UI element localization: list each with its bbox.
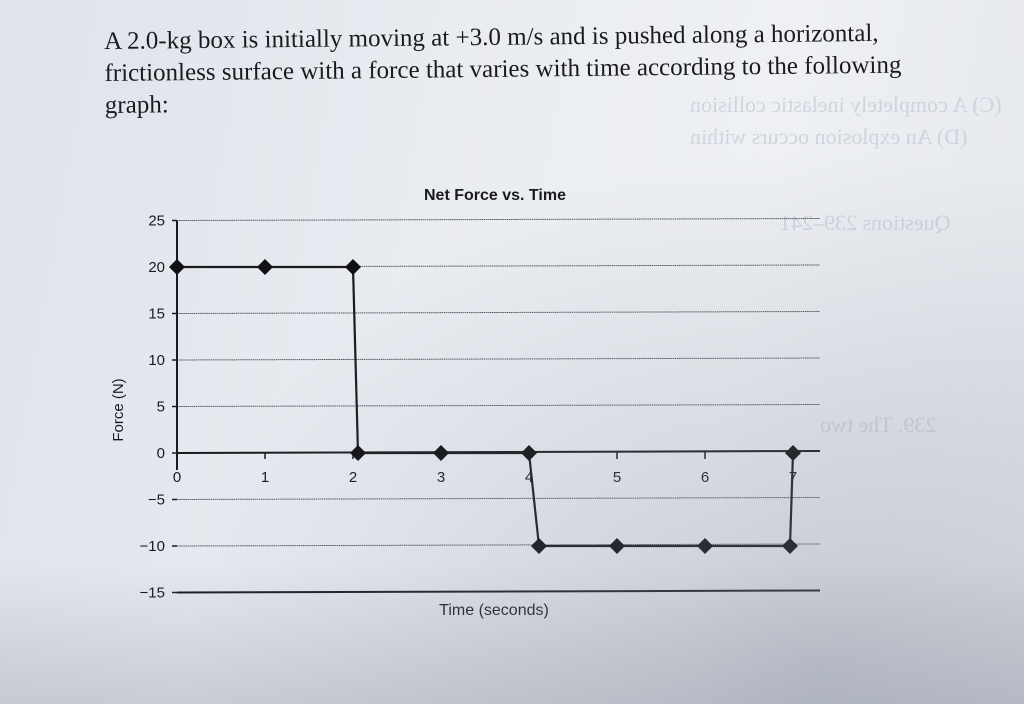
chart-title: Net Force vs. Time — [424, 187, 566, 204]
y-axis-label: Force (N) — [110, 378, 127, 441]
y-tick-label: 0 — [157, 445, 165, 462]
x-tick-label: 4 — [525, 469, 533, 486]
y-tick-label: −10 — [140, 538, 165, 555]
diamond-marker — [697, 538, 713, 554]
x-tick-label: 3 — [437, 469, 445, 486]
gridline — [176, 589, 821, 594]
x-tick-label: 0 — [173, 469, 181, 486]
force-series-line — [177, 265, 795, 548]
diamond-marker — [350, 445, 366, 461]
diamond-marker — [609, 538, 625, 554]
diamond-marker — [257, 259, 273, 275]
gridline — [176, 357, 821, 361]
gridline — [176, 543, 821, 547]
x-tick-label: 1 — [261, 469, 269, 486]
gridline — [176, 404, 821, 407]
gridline — [176, 218, 821, 221]
x-tick-label: 6 — [701, 469, 709, 486]
y-tick-label: −5 — [148, 492, 165, 509]
data-markers — [169, 259, 801, 554]
y-tick-label: −15 — [140, 585, 165, 602]
y-tick-label: 25 — [148, 213, 165, 230]
y-tick-label: 10 — [148, 352, 165, 369]
diamond-marker — [345, 259, 361, 275]
y-tick-label: 5 — [157, 399, 165, 416]
diamond-marker — [785, 445, 801, 461]
y-axis-ticks: 25 20 15 10 5 0 −5 −10 −15 — [140, 213, 177, 602]
x-tick-label: 5 — [613, 469, 621, 486]
y-tick-label: 15 — [148, 306, 165, 323]
gridline — [176, 497, 821, 500]
diamond-marker — [521, 445, 537, 461]
diamond-marker — [433, 445, 449, 461]
gridlines — [176, 218, 821, 594]
diamond-marker — [169, 259, 185, 275]
diamond-marker — [782, 538, 798, 554]
gridline — [176, 311, 821, 314]
y-tick-label: 20 — [148, 259, 165, 276]
diamond-marker — [531, 538, 547, 554]
x-axis-label: Time (seconds) — [439, 602, 549, 619]
x-tick-label: 2 — [349, 469, 357, 486]
